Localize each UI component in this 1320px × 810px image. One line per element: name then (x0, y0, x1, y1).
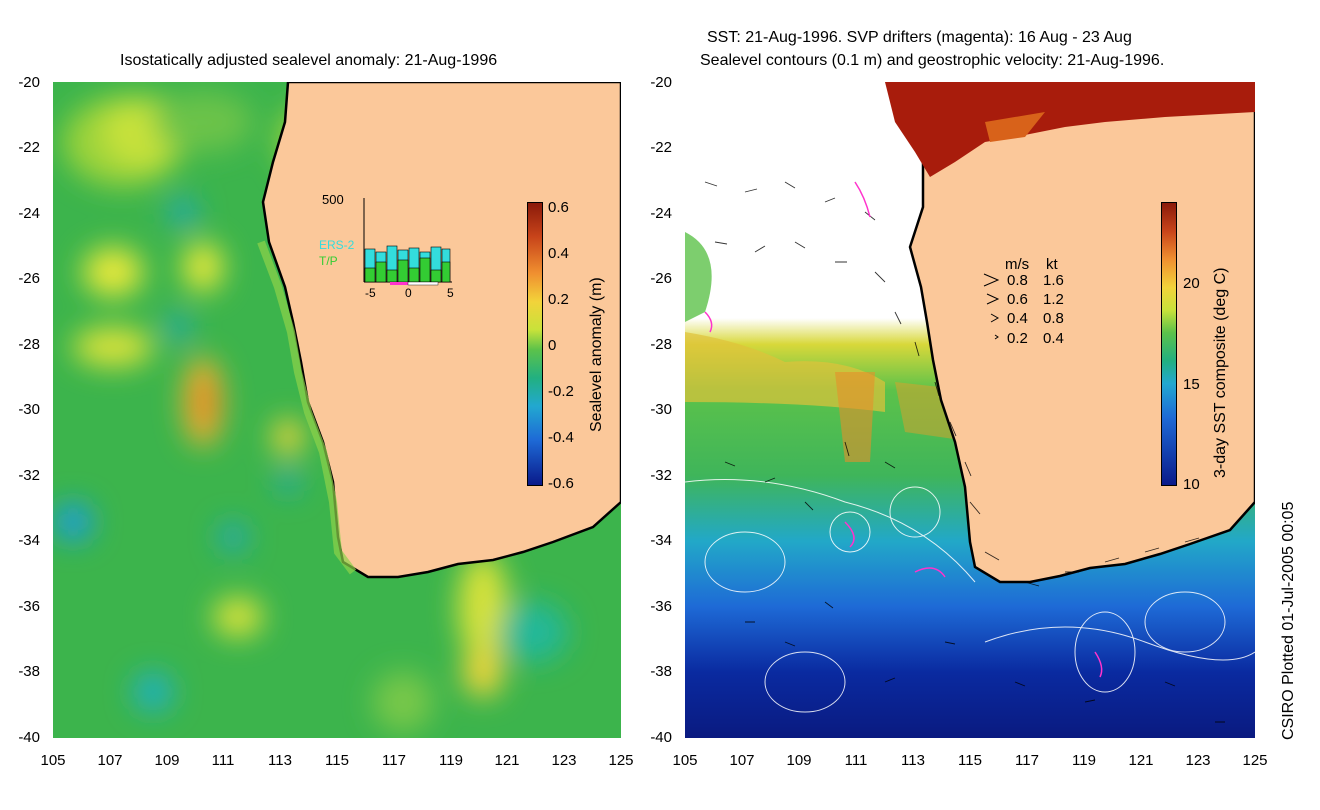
velocity-legend-ms: 0.8 (1007, 272, 1028, 289)
left-ytick: -40 (18, 729, 40, 746)
velocity-legend-ms: 0.6 (1007, 291, 1028, 308)
right-xtick: 119 (1072, 752, 1096, 769)
right-ytick: -26 (650, 270, 672, 287)
right-xtick: 117 (1015, 752, 1039, 769)
right-ytick: -20 (650, 74, 672, 91)
left-ytick: -24 (18, 205, 40, 222)
right-xtick: 105 (672, 752, 698, 769)
sealevel-anomaly-map (53, 82, 621, 738)
sealevel-colorbar-tick: -0.2 (548, 383, 574, 400)
right-ytick: -22 (650, 139, 672, 156)
sealevel-colorbar-tick: 0.4 (548, 245, 569, 262)
right-xtick: 115 (958, 752, 982, 769)
velocity-legend-header-kt: kt (1046, 256, 1058, 273)
plot-credit: CSIRO Plotted 01-Jul-2005 00:05 (1280, 501, 1297, 740)
right-ytick: -34 (650, 532, 672, 549)
right-ytick: -30 (650, 401, 672, 418)
left-xtick: 111 (211, 752, 235, 769)
right-xtick: 125 (1242, 752, 1268, 769)
left-xtick: 113 (268, 752, 292, 769)
left-panel-title: Isostatically adjusted sealevel anomaly:… (120, 52, 498, 69)
right-panel-title-line2: Sealevel contours (0.1 m) and geostrophi… (700, 52, 1165, 69)
velocity-legend-ms: 0.4 (1007, 310, 1028, 327)
velocity-legend-ms: 0.2 (1007, 330, 1028, 347)
right-xtick: 123 (1185, 752, 1211, 769)
sst-colorbar-label: 3-day SST composite (deg C) (1212, 267, 1229, 478)
velocity-legend-kt: 1.2 (1043, 291, 1064, 308)
sealevel-colorbar-tick: 0.2 (548, 291, 569, 308)
right-panel-title-line1: SST: 21-Aug-1996. SVP drifters (magenta)… (707, 29, 1132, 46)
left-ytick: -34 (18, 532, 40, 549)
velocity-legend-kt: 0.4 (1043, 330, 1064, 347)
left-xtick: 121 (494, 752, 520, 769)
inset-series-ers2: ERS-2 (319, 238, 355, 252)
right-xtick: 107 (729, 752, 755, 769)
sst-colorbar (1161, 202, 1177, 486)
right-ytick: -32 (650, 467, 672, 484)
right-xtick: 109 (786, 752, 812, 769)
right-ytick: -36 (650, 598, 672, 615)
inset-xtick: 5 (447, 286, 454, 300)
left-ytick: -20 (18, 74, 40, 91)
left-xtick: 109 (154, 752, 180, 769)
velocity-legend-arrows (983, 273, 1000, 340)
sealevel-colorbar (527, 202, 543, 486)
left-xtick: 115 (325, 752, 349, 769)
left-ytick: -36 (18, 598, 40, 615)
velocity-legend-kt: 0.8 (1043, 310, 1064, 327)
left-ytick: -32 (18, 467, 40, 484)
left-ytick: -22 (18, 139, 40, 156)
right-ytick: -38 (650, 663, 672, 680)
inset-ymax-label: 500 (322, 192, 344, 207)
right-xtick: 113 (901, 752, 925, 769)
sealevel-colorbar-tick: -0.6 (548, 475, 574, 492)
sealevel-colorbar-tick: 0.6 (548, 199, 569, 216)
inset-series-tp: T/P (319, 254, 338, 268)
left-xtick: 107 (97, 752, 123, 769)
left-ytick: -28 (18, 336, 40, 353)
left-xtick: 117 (382, 752, 406, 769)
right-xtick: 121 (1128, 752, 1154, 769)
sealevel-colorbar-label: Sealevel anomaly (m) (588, 277, 605, 432)
right-ytick: -40 (650, 729, 672, 746)
right-ytick: -28 (650, 336, 672, 353)
drifter-count-histogram (363, 198, 452, 286)
sealevel-colorbar-tick: -0.4 (548, 429, 574, 446)
left-xtick: 125 (608, 752, 634, 769)
sst-colorbar-tick: 10 (1183, 476, 1200, 493)
inset-xtick: 0 (405, 286, 412, 300)
left-xtick: 123 (551, 752, 577, 769)
left-xtick: 105 (40, 752, 66, 769)
sealevel-colorbar-tick: 0 (548, 337, 557, 354)
velocity-legend-header-ms: m/s (1005, 256, 1030, 273)
right-ytick: -24 (650, 205, 672, 222)
sst-colorbar-tick: 20 (1183, 275, 1200, 292)
inset-xtick: -5 (365, 286, 376, 300)
left-xtick: 119 (439, 752, 463, 769)
sst-colorbar-tick: 15 (1183, 376, 1200, 393)
velocity-legend-kt: 1.6 (1043, 272, 1064, 289)
left-ytick: -26 (18, 270, 40, 287)
sst-map (685, 82, 1255, 738)
right-xtick: 111 (844, 752, 868, 769)
sealevel-anomaly-field (53, 82, 621, 738)
left-ytick: -30 (18, 401, 40, 418)
left-ytick: -38 (18, 663, 40, 680)
